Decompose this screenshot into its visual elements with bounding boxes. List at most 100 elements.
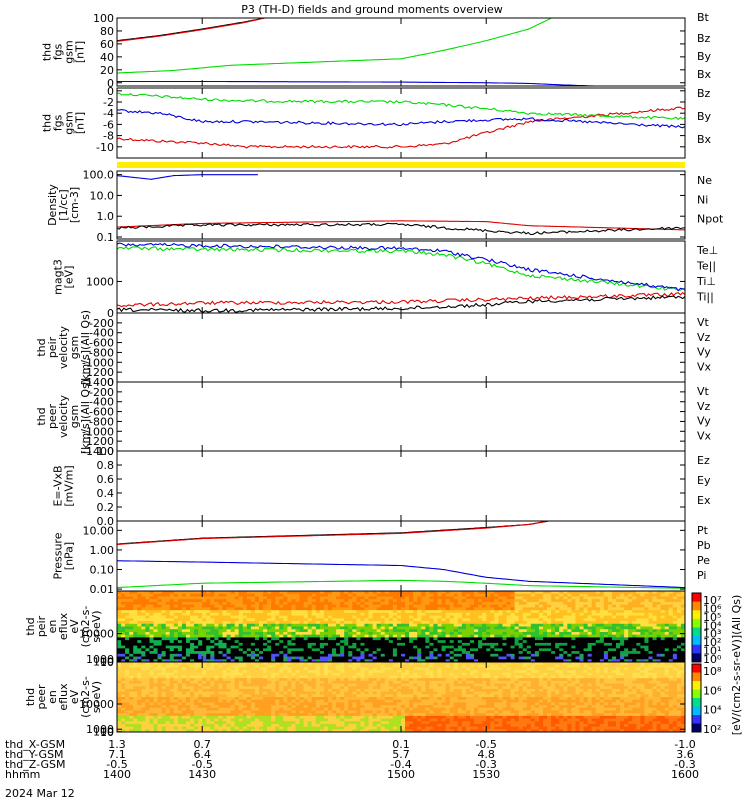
spectrogram-cell xyxy=(242,607,248,611)
spectrogram-cell xyxy=(506,618,511,622)
spectrogram-cell xyxy=(242,626,248,630)
spectrogram-cell xyxy=(263,702,268,706)
spectrogram-cell xyxy=(165,694,171,698)
spectrogram-cell xyxy=(547,601,552,606)
spectrogram-cell xyxy=(181,651,187,655)
spectrogram-cell xyxy=(457,645,463,649)
spectrogram-cell xyxy=(530,599,536,603)
spectrogram-cell xyxy=(376,618,382,622)
spectrogram-cell xyxy=(202,715,207,719)
spectrogram-cell xyxy=(263,680,268,684)
spectrogram-cell xyxy=(198,713,203,717)
spectrogram-cell xyxy=(461,634,467,638)
spectrogram-cell xyxy=(149,675,154,679)
spectrogram-cell xyxy=(125,634,130,638)
spectrogram-cell xyxy=(380,651,386,655)
spectrogram-cell xyxy=(129,591,134,595)
spectrogram-cell xyxy=(291,631,296,636)
spectrogram-cell xyxy=(656,596,662,600)
spectrogram-cell xyxy=(441,651,447,655)
spectrogram-cell xyxy=(482,631,487,636)
spectrogram-cell xyxy=(117,607,122,611)
spectrogram-cell xyxy=(250,621,256,625)
spectrogram-cell xyxy=(206,683,211,687)
spectrogram-cell xyxy=(360,612,365,616)
spectrogram-cell xyxy=(352,645,357,649)
spectrogram-cell xyxy=(445,610,451,614)
spectrogram-cell xyxy=(620,618,625,622)
spectrogram-cell xyxy=(319,618,325,622)
spectrogram-cell xyxy=(502,623,507,627)
spectrogram-cell xyxy=(263,629,268,633)
spectrogram-cell xyxy=(538,659,544,663)
spectrogram-cell xyxy=(648,651,653,655)
spectrogram-cell xyxy=(465,593,471,597)
spectrogram-cell xyxy=(303,634,309,638)
spectrogram-cell xyxy=(616,637,621,641)
spectrogram-cell xyxy=(311,642,317,647)
spectrogram-cell xyxy=(210,653,215,657)
spectrogram-cell xyxy=(482,651,487,655)
spectrogram-cell xyxy=(348,629,353,633)
spectrogram-cell xyxy=(599,615,605,619)
spectrogram-cell xyxy=(624,618,629,622)
spectrogram-cell xyxy=(153,629,158,633)
spectrogram-cell xyxy=(469,618,475,622)
spectrogram-cell xyxy=(121,607,126,611)
spectrogram-cell xyxy=(267,729,272,733)
spectrogram-cell xyxy=(137,705,142,709)
spectrogram-cell xyxy=(632,610,637,614)
spectrogram-cell xyxy=(141,656,146,660)
spectrogram-cell xyxy=(190,710,195,714)
spectrogram-cell xyxy=(177,629,183,633)
spectrogram-cell xyxy=(238,662,244,666)
spectrogram-cell xyxy=(315,631,321,636)
spectrogram-cell xyxy=(392,615,398,619)
spectrogram-cell xyxy=(392,645,398,649)
spectrogram-cell xyxy=(263,640,268,644)
spectrogram-cell xyxy=(121,718,126,722)
spectrogram-cell xyxy=(620,623,625,627)
spectrogram-cell xyxy=(583,591,589,595)
spectrogram-cell xyxy=(327,640,333,644)
spectrogram-cell xyxy=(125,612,130,616)
spectrogram-cell xyxy=(190,634,195,638)
spectrogram-cell xyxy=(117,653,122,657)
spectrogram-cell xyxy=(636,634,641,638)
spectrogram-cell xyxy=(137,637,142,641)
spectrogram-cell xyxy=(364,659,369,663)
spectrogram-cell xyxy=(474,642,479,647)
spectrogram-cell xyxy=(129,702,134,706)
spectrogram-cell xyxy=(263,651,268,655)
spectrogram-cell xyxy=(234,691,240,695)
spectrogram-cell xyxy=(611,656,617,660)
spectrogram-cell xyxy=(356,612,361,616)
spectrogram-cell xyxy=(169,662,175,666)
spectrogram-cell xyxy=(133,707,138,711)
spectrogram-cell xyxy=(218,656,223,660)
spectrogram-cell xyxy=(437,599,442,603)
spectrogram-cell xyxy=(648,626,653,630)
spectrogram-cell xyxy=(640,604,645,608)
spectrogram-cell xyxy=(283,631,288,636)
spectrogram-cell xyxy=(157,697,163,701)
legend-Bz: Bz xyxy=(697,87,711,100)
spectrogram-cell xyxy=(567,642,572,647)
spectrogram-cell xyxy=(340,621,345,625)
spectrogram-cell xyxy=(202,705,207,709)
spectrogram-cell xyxy=(230,604,236,608)
spectrogram-cell xyxy=(457,604,463,608)
spectrogram-cell xyxy=(401,621,406,625)
spectrogram-cell xyxy=(165,629,171,633)
spectrogram-cell xyxy=(409,653,414,657)
spectrogram-cell xyxy=(145,618,150,622)
spectrogram-cell xyxy=(392,640,398,644)
spectrogram-cell xyxy=(185,723,191,728)
spectrogram-cell xyxy=(445,607,451,611)
spectrogram-cell xyxy=(242,688,248,693)
spectrogram-cell xyxy=(352,593,357,597)
spectrogram-cell xyxy=(307,659,313,663)
spectrogram-cell xyxy=(177,659,183,663)
spectrogram-cell xyxy=(218,593,223,597)
spectrogram-cell xyxy=(640,653,645,657)
